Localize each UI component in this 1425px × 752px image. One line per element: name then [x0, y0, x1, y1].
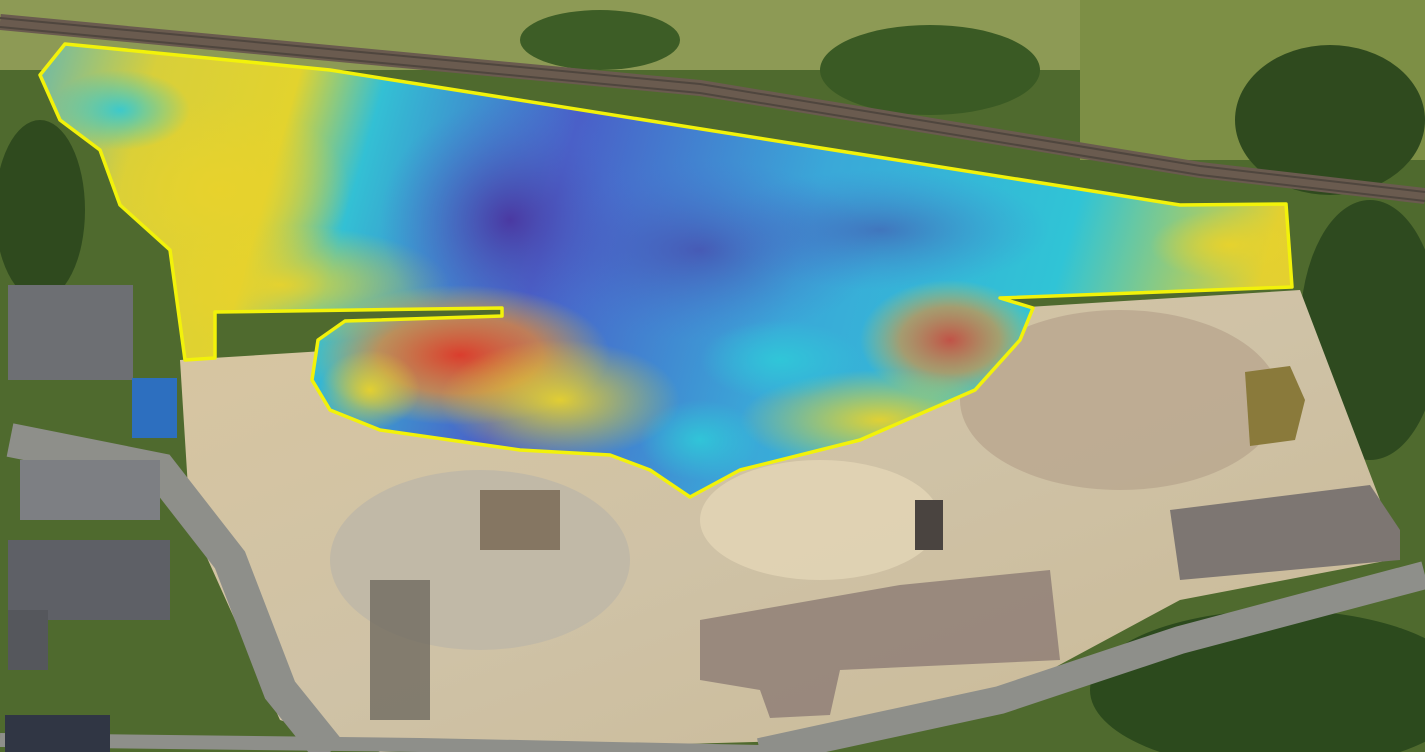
tree-cluster [820, 25, 1040, 115]
parking-lot [5, 715, 110, 752]
building-roof-blue [132, 378, 177, 438]
building-roof [8, 285, 133, 380]
tree-cluster [520, 10, 680, 70]
building-roof [8, 540, 170, 620]
material-stack [915, 500, 943, 550]
material-stack [480, 490, 560, 550]
foundation-structure [370, 580, 430, 720]
parking-lot [20, 460, 160, 520]
building-roof [8, 610, 48, 670]
bare-soil [700, 460, 940, 580]
